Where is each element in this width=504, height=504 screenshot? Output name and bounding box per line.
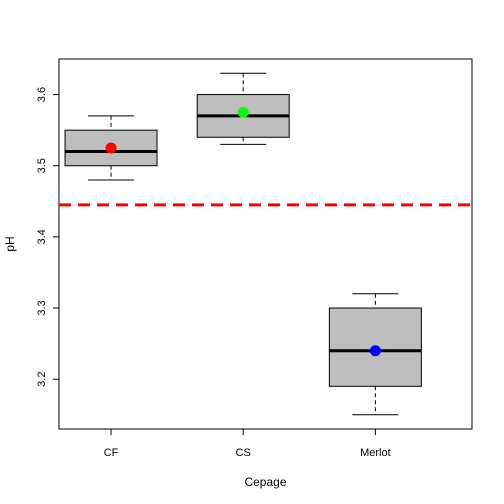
mean-point xyxy=(105,142,117,154)
mean-point xyxy=(237,106,249,118)
y-tick-label: 3.5 xyxy=(36,158,48,173)
box-cf xyxy=(64,115,158,181)
y-axis: 3.2 3.3 3.4 3.5 3.6 xyxy=(36,87,60,387)
y-axis-label: pH xyxy=(3,236,17,251)
y-tick-label: 3.6 xyxy=(36,87,48,102)
box-merlot xyxy=(328,293,422,416)
x-axis-label: Cepage xyxy=(244,475,286,489)
x-tick-label: CS xyxy=(236,447,251,459)
boxes-layer xyxy=(64,72,422,416)
y-tick-label: 3.2 xyxy=(36,372,48,387)
box-cs xyxy=(196,72,290,145)
y-tick-label: 3.3 xyxy=(36,300,48,315)
x-tick-label: Merlot xyxy=(360,447,391,459)
x-tick-label: CF xyxy=(104,447,119,459)
mean-point xyxy=(369,345,381,357)
y-tick-label: 3.4 xyxy=(36,229,48,244)
x-axis: CF CS Merlot xyxy=(104,428,391,459)
